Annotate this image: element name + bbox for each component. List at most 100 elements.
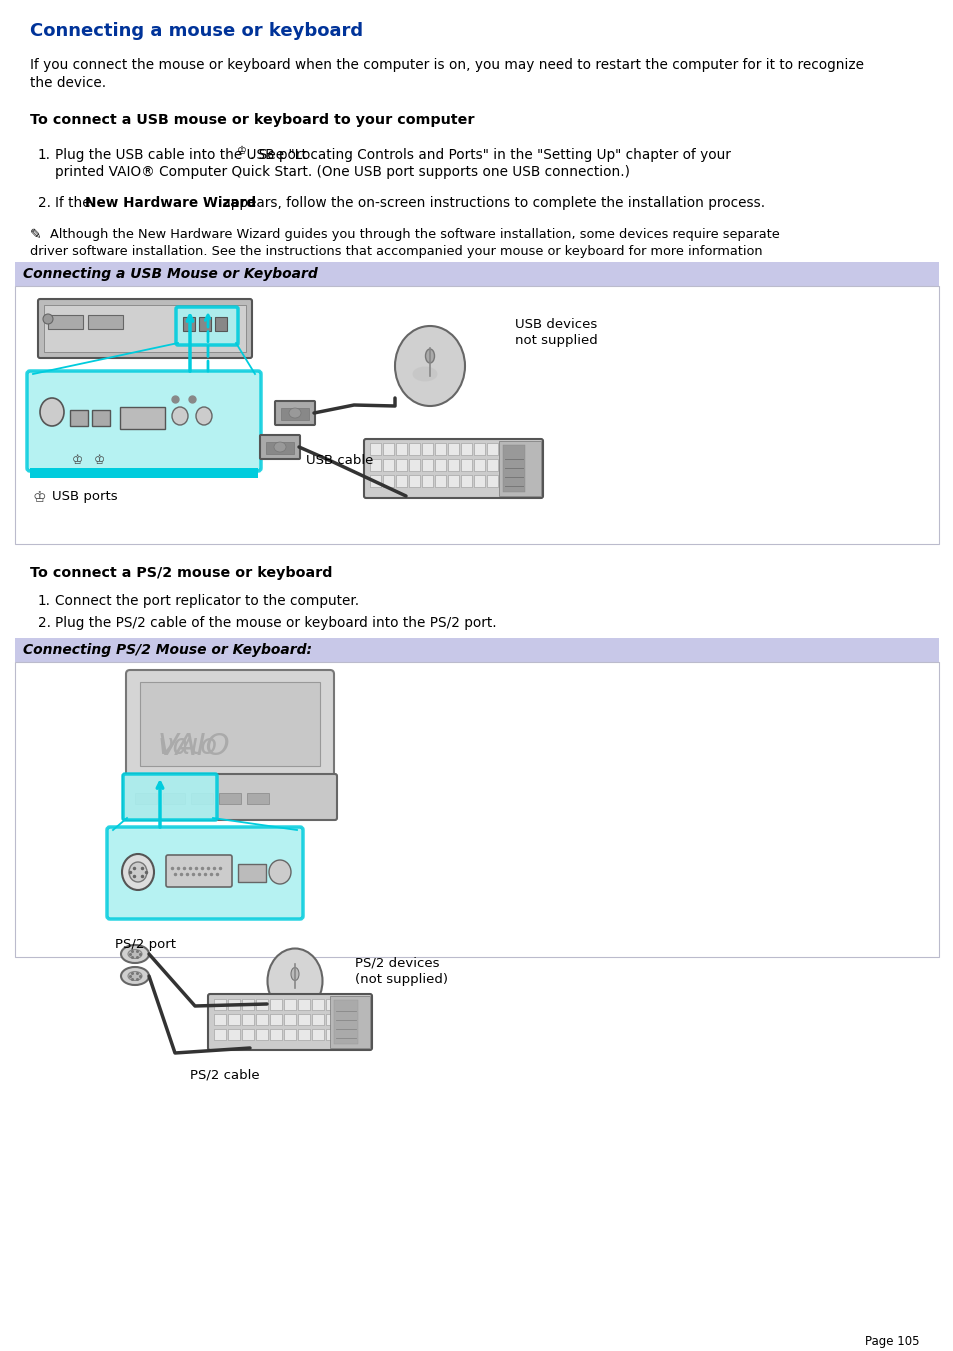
Bar	[284, 1015, 295, 1025]
Text: ναιο: ναιο	[158, 732, 218, 761]
Bar	[474, 476, 484, 486]
Bar	[502, 444, 524, 492]
Bar	[270, 998, 282, 1011]
Ellipse shape	[412, 366, 437, 381]
Ellipse shape	[425, 349, 434, 363]
Bar	[88, 315, 123, 330]
Ellipse shape	[289, 408, 301, 417]
FancyBboxPatch shape	[123, 774, 336, 820]
Ellipse shape	[128, 950, 142, 958]
Bar	[247, 793, 269, 804]
Ellipse shape	[395, 326, 464, 407]
Bar	[270, 1029, 282, 1040]
Bar	[213, 1029, 226, 1040]
Bar	[255, 1015, 268, 1025]
Bar	[395, 459, 407, 471]
Bar	[255, 998, 268, 1011]
Bar	[409, 476, 419, 486]
Bar	[237, 865, 266, 882]
Ellipse shape	[40, 399, 64, 426]
Bar	[382, 443, 394, 455]
FancyBboxPatch shape	[27, 372, 261, 471]
Bar	[163, 793, 185, 804]
Ellipse shape	[129, 862, 147, 882]
Bar	[498, 440, 540, 496]
Bar	[44, 305, 246, 353]
Bar	[312, 1029, 324, 1040]
FancyBboxPatch shape	[38, 299, 252, 358]
Text: ♔: ♔	[236, 146, 247, 155]
Ellipse shape	[267, 948, 322, 1013]
Text: driver software installation. See the instructions that accompanied your mouse o: driver software installation. See the in…	[30, 245, 761, 258]
Ellipse shape	[195, 407, 212, 426]
Ellipse shape	[291, 967, 298, 981]
Bar	[297, 1015, 310, 1025]
Bar	[183, 317, 194, 331]
Bar	[474, 443, 484, 455]
Bar	[330, 996, 370, 1048]
Text: Connect the port replicator to the computer.: Connect the port replicator to the compu…	[55, 594, 358, 608]
Bar	[460, 443, 472, 455]
Bar	[370, 443, 380, 455]
Text: the device.: the device.	[30, 76, 106, 91]
Bar	[199, 317, 211, 331]
Bar	[91, 409, 110, 426]
Bar	[370, 476, 380, 486]
Bar	[140, 682, 319, 766]
Bar	[228, 998, 240, 1011]
Bar	[15, 262, 938, 286]
Ellipse shape	[128, 971, 142, 981]
Bar	[448, 443, 458, 455]
Bar	[474, 459, 484, 471]
Ellipse shape	[274, 442, 286, 453]
Bar	[214, 317, 227, 331]
Bar	[312, 998, 324, 1011]
Bar	[219, 793, 241, 804]
Bar	[370, 459, 380, 471]
FancyBboxPatch shape	[274, 401, 314, 426]
Bar	[486, 443, 497, 455]
Bar	[213, 1015, 226, 1025]
Text: Plug the USB cable into the USB port: Plug the USB cable into the USB port	[55, 149, 307, 162]
Bar	[435, 443, 446, 455]
FancyBboxPatch shape	[175, 307, 237, 345]
Ellipse shape	[122, 854, 153, 890]
FancyBboxPatch shape	[166, 855, 232, 888]
Bar	[421, 476, 433, 486]
Text: appears, follow the on-screen instructions to complete the installation process.: appears, follow the on-screen instructio…	[218, 196, 764, 209]
Bar	[242, 1029, 253, 1040]
Bar	[191, 793, 213, 804]
Bar	[448, 476, 458, 486]
Bar	[326, 1029, 337, 1040]
Bar	[409, 443, 419, 455]
Bar	[242, 1015, 253, 1025]
Text: If the: If the	[55, 196, 95, 209]
Bar	[284, 1029, 295, 1040]
Text: To connect a USB mouse or keyboard to your computer: To connect a USB mouse or keyboard to yo…	[30, 113, 474, 127]
Bar	[421, 443, 433, 455]
Text: USB devices: USB devices	[515, 317, 597, 331]
Bar	[395, 443, 407, 455]
Text: not supplied: not supplied	[515, 334, 598, 347]
Bar	[255, 1029, 268, 1040]
Text: ♔: ♔	[71, 454, 83, 467]
Bar	[297, 1029, 310, 1040]
Ellipse shape	[121, 967, 149, 985]
Text: Connecting a USB Mouse or Keyboard: Connecting a USB Mouse or Keyboard	[23, 267, 317, 281]
FancyBboxPatch shape	[260, 435, 299, 459]
FancyBboxPatch shape	[126, 670, 334, 778]
Bar	[297, 998, 310, 1011]
Bar	[448, 459, 458, 471]
Text: Connecting PS/2 Mouse or Keyboard:: Connecting PS/2 Mouse or Keyboard:	[23, 643, 312, 657]
Bar	[228, 1029, 240, 1040]
Ellipse shape	[172, 407, 188, 426]
Text: PS/2 port: PS/2 port	[115, 938, 175, 951]
Bar	[409, 459, 419, 471]
Text: ✎: ✎	[30, 228, 42, 242]
Bar	[15, 286, 938, 544]
Text: PS/2 devices: PS/2 devices	[355, 957, 439, 969]
Text: Page 105: Page 105	[864, 1335, 919, 1348]
Text: Plug the PS/2 cable of the mouse or keyboard into the PS/2 port.: Plug the PS/2 cable of the mouse or keyb…	[55, 616, 497, 630]
Bar	[334, 1000, 357, 1044]
Bar	[213, 998, 226, 1011]
